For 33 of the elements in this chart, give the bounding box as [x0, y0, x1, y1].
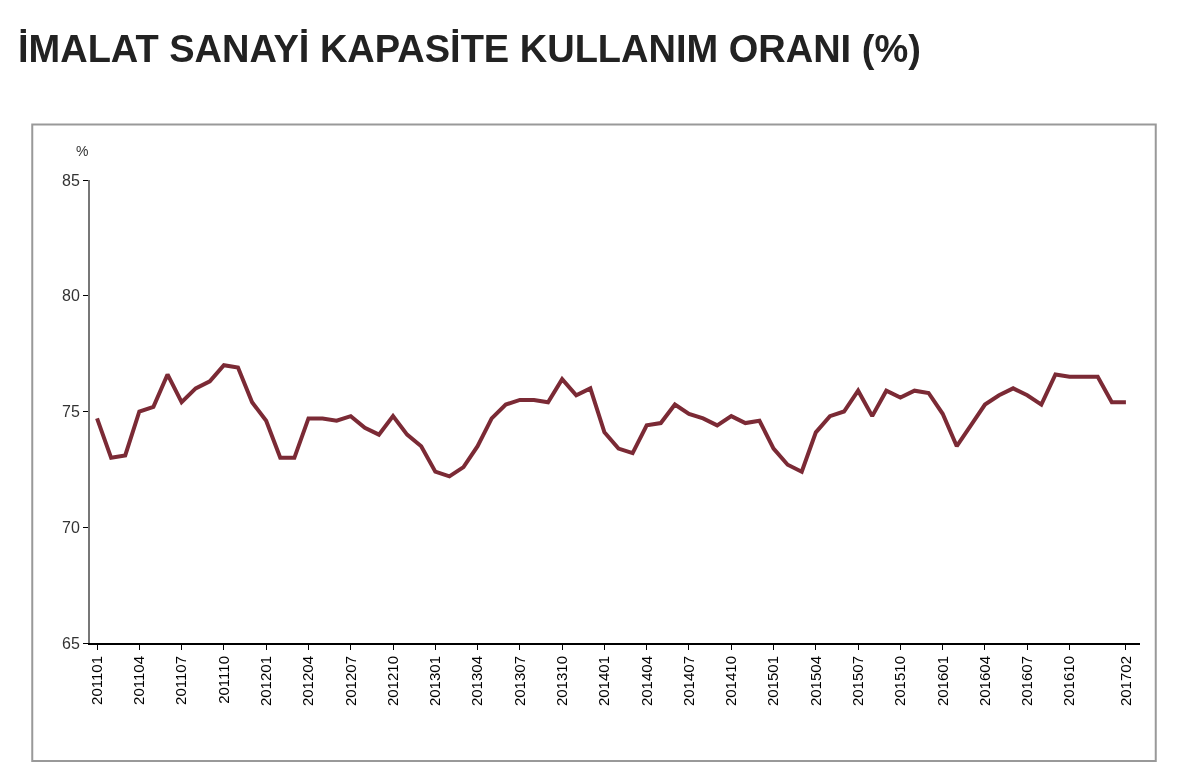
x-tick-label: 201310 — [553, 656, 571, 707]
x-tick-label: 201501 — [764, 656, 782, 707]
x-tick-label: 201702 — [1116, 656, 1134, 707]
x-tick-label: 201204 — [299, 656, 317, 707]
x-tick-label: 201307 — [510, 656, 528, 707]
chart-title: İMALAT SANAYİ KAPASİTE KULLANIM ORANI (%) — [18, 27, 921, 70]
x-tick-label: 201507 — [848, 656, 866, 707]
y-tick-label: 70 — [62, 518, 80, 536]
x-tick-label: 201201 — [257, 656, 275, 707]
x-tick-label: 201410 — [722, 656, 740, 707]
x-tick-label: 201407 — [679, 656, 697, 707]
x-tick-label: 201301 — [426, 656, 444, 707]
x-tick-label: 201401 — [595, 656, 613, 707]
y-tick-label: 85 — [62, 171, 80, 189]
x-tick-label: 201207 — [341, 656, 359, 707]
y-axis-title: % — [76, 143, 89, 159]
y-tick-label: 65 — [62, 634, 80, 652]
x-tick-label: 201107 — [172, 656, 190, 705]
x-tick-label: 201304 — [468, 656, 486, 707]
y-tick-label: 75 — [62, 403, 80, 421]
y-tick-label: 80 — [62, 287, 80, 305]
x-tick-label: 201404 — [637, 656, 655, 707]
line-series — [95, 363, 1128, 479]
x-tick-label: 201101 — [87, 656, 105, 705]
x-tick-label: 201110 — [214, 656, 232, 704]
x-tick-label: 201104 — [130, 656, 148, 705]
x-tick-label: 201210 — [383, 656, 401, 707]
x-tick-label: 201604 — [975, 656, 993, 707]
x-tick-label: 201504 — [806, 656, 824, 707]
x-tick-label: 201510 — [891, 656, 909, 707]
x-tick-label: 201607 — [1018, 656, 1036, 707]
x-tick-label: 201610 — [1060, 656, 1078, 707]
x-tick-label: 201601 — [933, 656, 951, 707]
